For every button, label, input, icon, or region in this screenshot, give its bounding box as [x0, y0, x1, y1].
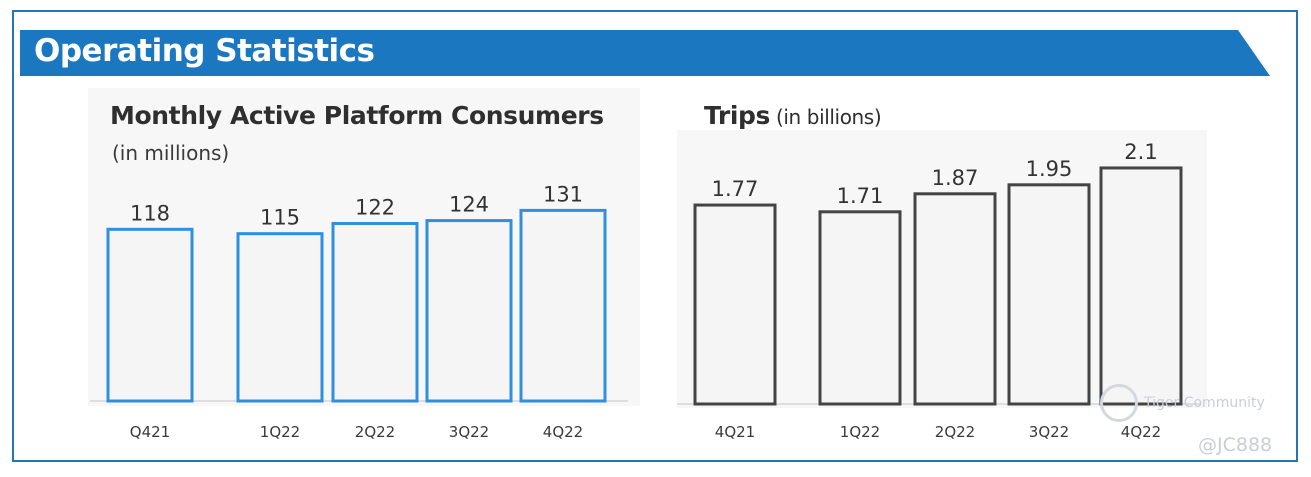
- consumers-bar-q421: [106, 227, 194, 403]
- consumers-category-label-2q22: 2Q22: [355, 423, 395, 441]
- trips-value-label-4q21: 1.77: [712, 177, 759, 201]
- watermark-handle: @JC888: [1198, 434, 1273, 456]
- title-banner: [20, 30, 1270, 76]
- consumers-chart-title: Monthly Active Platform Consumers: [110, 101, 604, 130]
- consumers-chart-subtitle: (in millions): [112, 141, 230, 165]
- trips-value-label-1q22: 1.71: [837, 184, 884, 208]
- consumers-value-label-1q22: 115: [260, 206, 300, 230]
- trips-category-label-2q22: 2Q22: [935, 423, 975, 441]
- trips-bar-4q22: [1099, 166, 1183, 406]
- consumers-category-label-q421: Q421: [130, 423, 170, 441]
- consumers-bar-4q22: [519, 208, 607, 403]
- trips-value-label-2q22: 1.87: [932, 166, 979, 190]
- consumers-bar-2q22: [331, 221, 419, 403]
- watermark-logo-icon: [1100, 384, 1138, 422]
- trips-value-label-3q22: 1.95: [1026, 157, 1073, 181]
- consumers-category-label-4q22: 4Q22: [543, 423, 583, 441]
- consumers-category-label-1q22: 1Q22: [260, 423, 300, 441]
- trips-bar-3q22: [1007, 183, 1091, 406]
- trips-category-label-4q22: 4Q22: [1121, 423, 1161, 441]
- consumers-value-label-2q22: 122: [355, 195, 395, 219]
- watermark-brand: Tiger Community: [1100, 384, 1265, 422]
- consumers-value-label-q421: 118: [130, 201, 170, 225]
- consumers-bar-1q22: [236, 232, 324, 403]
- trips-category-label-3q22: 3Q22: [1029, 423, 1069, 441]
- trips-bar-2q22: [913, 192, 997, 406]
- trips-category-label-4q21: 4Q21: [715, 423, 755, 441]
- trips-value-label-4q22: 2.1: [1124, 140, 1157, 164]
- trips-chart-title: Trips (in billions): [704, 101, 882, 130]
- trips-category-label-1q22: 1Q22: [840, 423, 880, 441]
- consumers-value-label-3q22: 124: [449, 193, 489, 217]
- trips-chart-subtitle: (in billions): [775, 105, 882, 129]
- consumers-category-label-3q22: 3Q22: [449, 423, 489, 441]
- page-title: Operating Statistics: [34, 33, 375, 69]
- banner-shape: [20, 30, 1270, 76]
- trips-bar-4q21: [693, 203, 777, 406]
- trips-title-text: Trips: [704, 101, 770, 130]
- trips-bar-1q22: [818, 210, 902, 406]
- consumers-value-label-4q22: 131: [543, 182, 583, 206]
- consumers-bar-3q22: [425, 219, 513, 403]
